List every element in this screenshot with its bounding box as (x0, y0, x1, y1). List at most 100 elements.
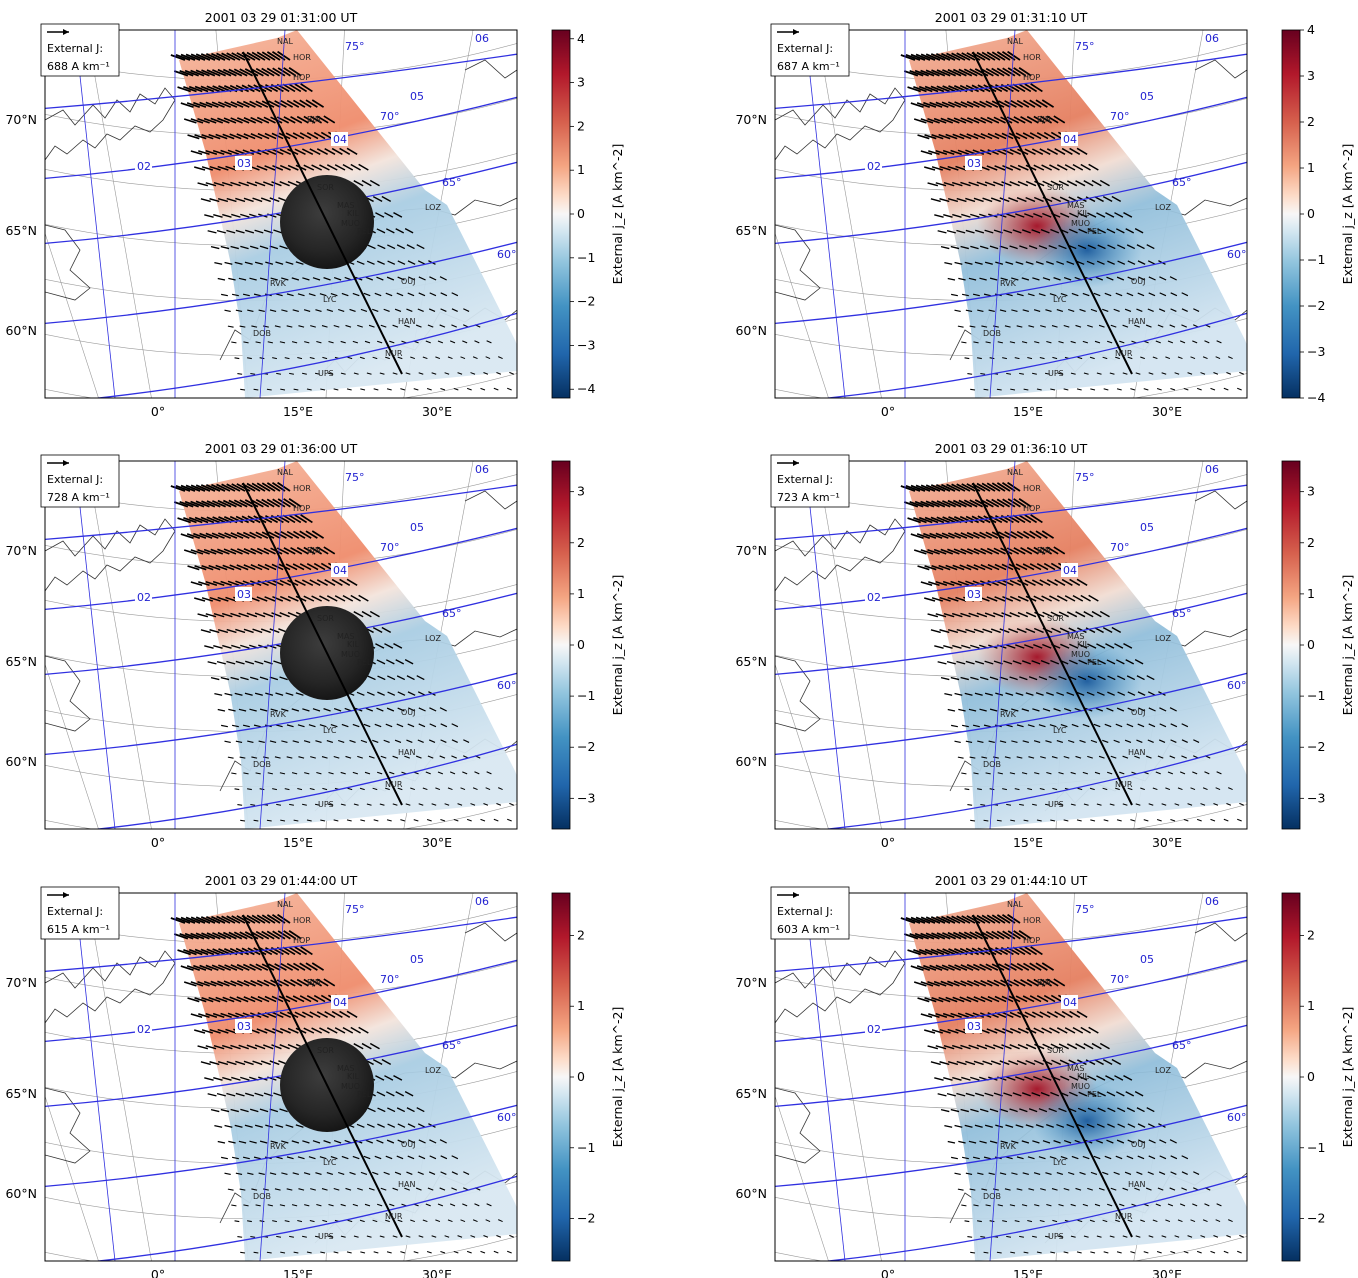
current-arrow (258, 740, 265, 743)
current-arrow (451, 755, 457, 759)
current-arrow (994, 596, 1006, 602)
current-arrow (229, 947, 244, 956)
current-arrow (352, 771, 359, 775)
current-arrow (224, 309, 231, 312)
current-arrow (215, 996, 228, 1003)
current-arrow (940, 117, 954, 124)
current-arrow (1003, 1092, 1013, 1097)
current-arrow (238, 612, 249, 618)
current-arrow (205, 483, 221, 492)
current-arrow (316, 115, 329, 124)
mlt-label: 04 (333, 996, 347, 1009)
current-arrow (229, 564, 242, 571)
current-arrow (1006, 1076, 1016, 1081)
current-arrow (1097, 675, 1106, 681)
current-arrow (1075, 180, 1086, 187)
current-arrow (1148, 372, 1154, 375)
current-arrow (968, 1140, 977, 1144)
current-arrow (204, 645, 214, 649)
current-arrow (1102, 1171, 1109, 1175)
current-arrow (282, 946, 296, 956)
longitude-gridline (816, 461, 882, 829)
current-arrow (910, 53, 926, 61)
current-arrow (954, 964, 968, 971)
current-arrow (920, 932, 935, 940)
current-arrow (311, 164, 322, 171)
current-arrow (1005, 293, 1013, 297)
current-arrow (231, 1204, 237, 1207)
current-arrow (261, 67, 275, 77)
current-arrow (314, 372, 320, 375)
current-arrow (1183, 387, 1189, 391)
mlat-contour (775, 527, 1247, 611)
current-arrow (1029, 132, 1042, 140)
x-tick-label: 0° (881, 835, 895, 850)
current-arrow (263, 612, 274, 618)
current-arrow (273, 229, 283, 234)
current-arrow (928, 150, 940, 156)
current-arrow (1038, 724, 1046, 728)
current-arrow (250, 133, 263, 140)
current-arrow (1114, 1075, 1124, 1081)
current-arrow (271, 181, 282, 187)
current-arrow (970, 1108, 979, 1113)
current-arrow (367, 675, 376, 681)
station-label: SOR (317, 1046, 334, 1055)
current-arrow (235, 309, 243, 312)
current-arrow (1134, 228, 1144, 234)
current-arrow (931, 564, 944, 571)
current-arrow (963, 68, 978, 77)
current-arrow (193, 532, 207, 539)
current-arrow (462, 1203, 468, 1207)
current-arrow (968, 181, 979, 187)
current-arrow (999, 245, 1009, 250)
legend-value: 728 A km⁻¹ (47, 491, 110, 504)
current-arrow (250, 547, 263, 555)
current-arrow (444, 372, 450, 375)
current-arrow (253, 293, 261, 297)
current-arrow (280, 1251, 286, 1254)
current-arrow (1024, 83, 1038, 93)
current-arrow (429, 1155, 437, 1160)
current-arrow (247, 1172, 254, 1175)
current-arrow (1124, 739, 1132, 743)
current-arrow (1058, 611, 1069, 618)
current-arrow (250, 803, 256, 806)
current-arrow (1050, 659, 1060, 665)
current-arrow (1078, 643, 1088, 649)
current-arrow (385, 228, 395, 234)
current-arrow (967, 1236, 973, 1238)
meridian-line (242, 914, 403, 1238)
current-arrow (982, 1060, 993, 1066)
current-arrow (385, 1219, 390, 1223)
current-arrow (984, 1092, 994, 1097)
current-arrow (266, 930, 281, 940)
current-arrow (1016, 99, 1030, 108)
station-label: HOR (1023, 916, 1041, 925)
current-arrow (193, 101, 207, 108)
current-arrow (387, 244, 396, 250)
map-area: NALHORHOPBJNSORLOZMASKILMUOPELOUJRVKLYCD… (775, 461, 1247, 829)
current-arrow (209, 165, 221, 171)
current-arrow (249, 1140, 257, 1144)
current-arrow (950, 1108, 960, 1113)
current-arrow (397, 707, 405, 712)
current-arrow (386, 819, 392, 822)
current-arrow (213, 1044, 225, 1050)
current-arrow (227, 1188, 234, 1191)
current-arrow (243, 133, 256, 140)
current-arrow (955, 165, 967, 171)
current-arrow (1046, 579, 1058, 586)
current-arrow (979, 676, 989, 681)
map-frame (774, 460, 1248, 830)
current-arrow (1170, 292, 1178, 297)
current-arrow (967, 373, 973, 375)
current-arrow (384, 212, 394, 218)
current-arrow (435, 787, 441, 791)
current-arrow (1029, 962, 1042, 971)
mlt-label-bg (865, 159, 882, 173)
current-arrow (1036, 995, 1049, 1003)
current-arrow (925, 69, 940, 77)
current-arrow (230, 117, 243, 124)
current-arrow (240, 1076, 250, 1081)
